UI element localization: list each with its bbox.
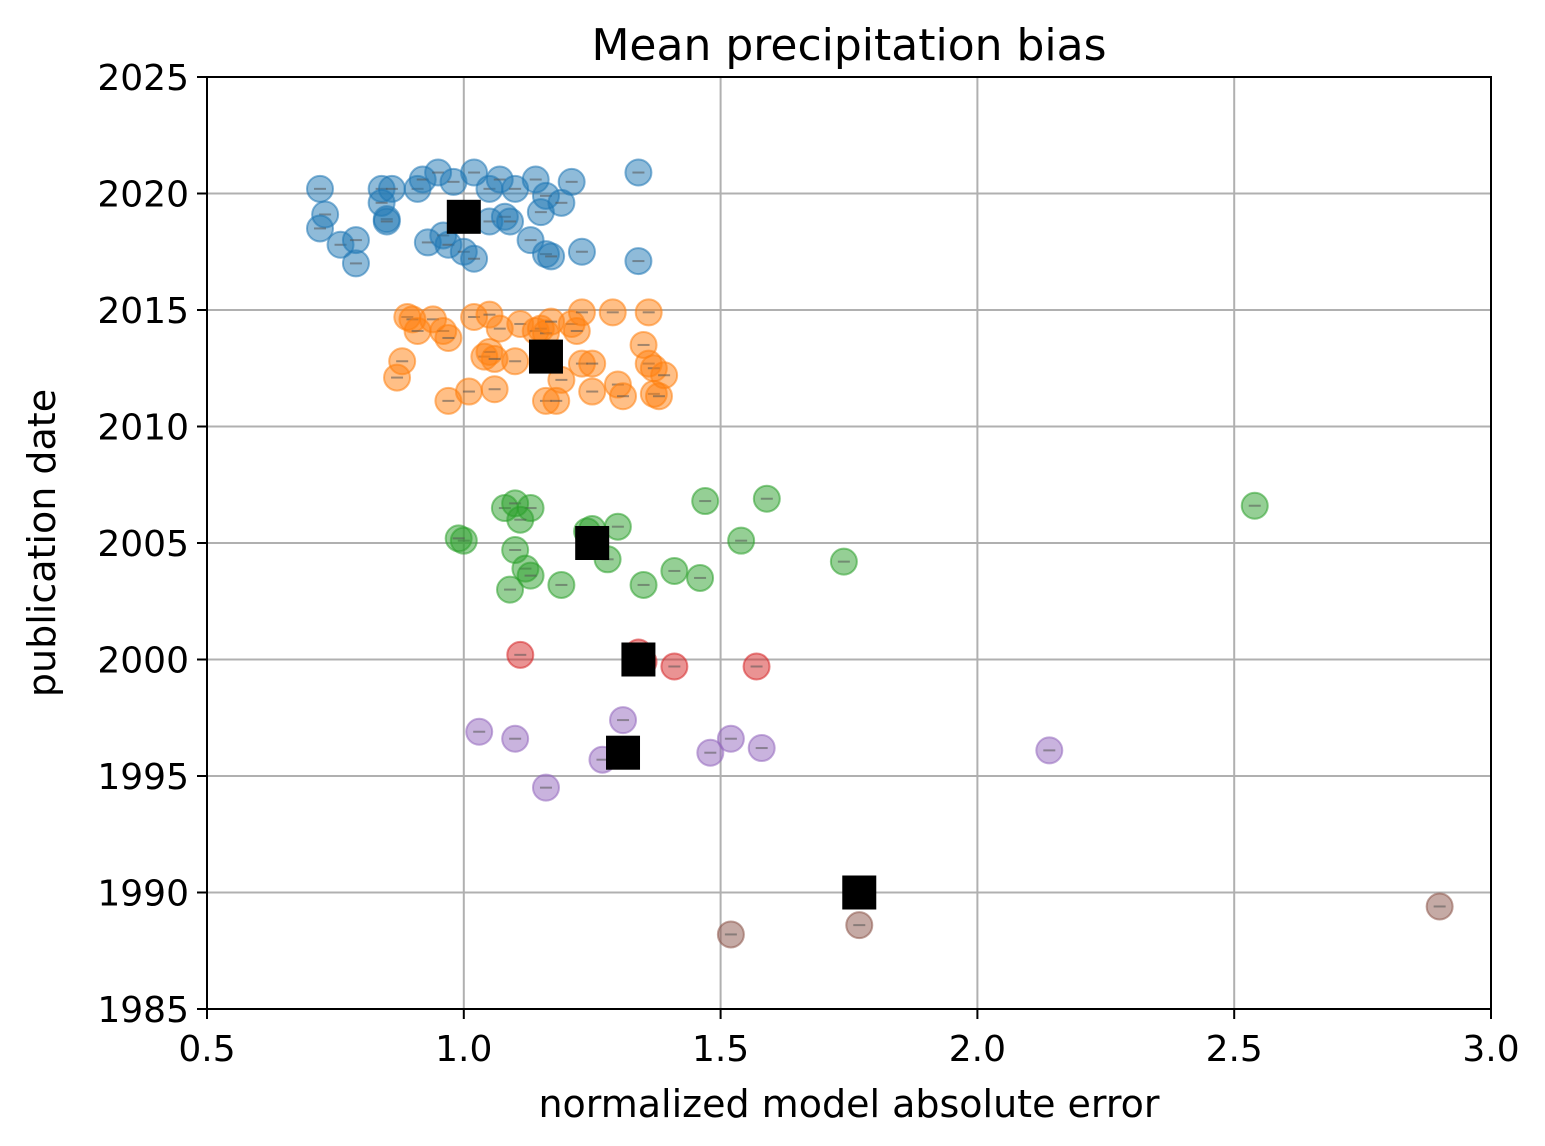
x-tick-label: 1.0 [435,1029,492,1070]
x-tick-label: 2.0 [949,1029,1006,1070]
y-tick-label: 2010 [97,408,189,449]
x-tick-label: 2.5 [1206,1029,1263,1070]
y-tick-label: 2005 [97,524,189,565]
mean-markers [446,199,877,910]
x-tick-label: 0.5 [178,1029,235,1070]
x-tick-label: 3.0 [1462,1029,1519,1070]
y-tick-label: 2025 [97,58,189,99]
mean-marker [606,735,641,770]
x-tick-label: 1.5 [692,1029,749,1070]
mean-marker [446,199,481,234]
x-axis-label: normalized model absolute error [538,1082,1159,1126]
mean-marker [621,642,656,677]
x-axis-ticks: 0.5 1.0 1.5 2.0 2.5 3.0 [178,1009,1520,1070]
y-tick-label: 1995 [97,757,189,798]
y-axis-label: publication date [20,389,64,697]
y-tick-label: 2015 [97,291,189,332]
mean-marker [528,339,563,374]
y-tick-label: 1990 [97,874,189,915]
chart-title: Mean precipitation bias [591,20,1106,71]
y-tick-label: 2000 [97,641,189,682]
y-tick-label: 1985 [97,990,189,1031]
y-tick-label: 2020 [97,175,189,216]
mean-marker [842,875,877,910]
y-axis-ticks: 1985 1990 1995 2000 2005 2010 2015 2020 2025 [97,58,207,1031]
data-points [305,158,1454,949]
mean-marker [575,526,610,560]
